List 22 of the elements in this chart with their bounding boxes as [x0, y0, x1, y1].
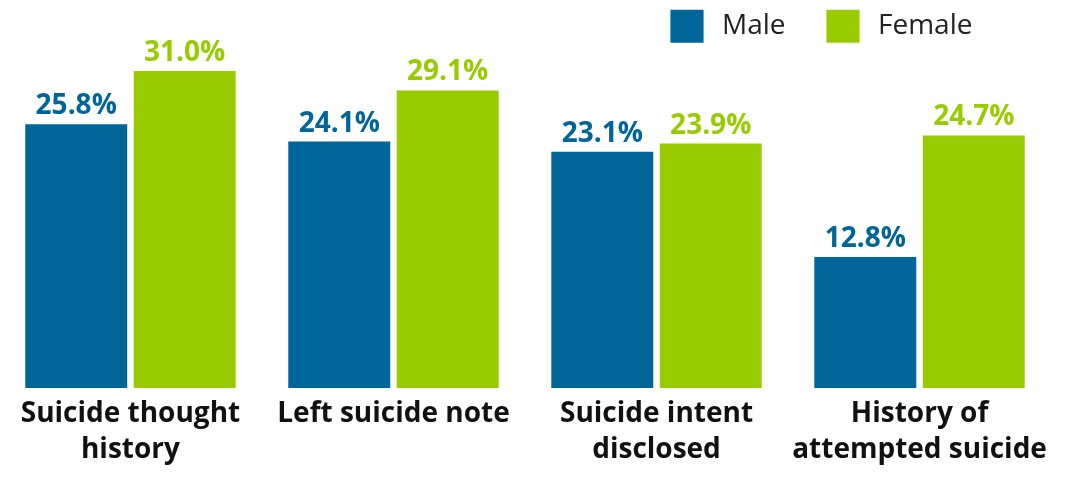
data-label: 24.7% — [933, 95, 1015, 134]
data-label: 23.9% — [670, 103, 752, 142]
data-label: 31.0% — [144, 31, 226, 69]
bar — [288, 141, 391, 388]
data-label: 29.1% — [407, 50, 489, 89]
bar — [396, 90, 499, 388]
bar — [133, 71, 236, 388]
bar — [922, 135, 1025, 388]
data-label: 25.8% — [35, 84, 117, 123]
bar — [25, 124, 128, 388]
data-label: 23.1% — [561, 111, 643, 150]
x-tick-label: Suicide thought history — [20, 392, 241, 466]
x-tick-label: Suicide intent disclosed — [559, 392, 754, 466]
legend-label: Male — [722, 4, 786, 43]
bar — [659, 143, 762, 388]
bar — [551, 151, 654, 388]
bar — [814, 257, 917, 388]
data-label: 12.8% — [824, 217, 906, 256]
x-tick-label: History of attempted suicide — [792, 392, 1047, 466]
x-tick-label: Left suicide note — [277, 392, 510, 430]
legend-label: Female — [878, 4, 973, 43]
data-label: 24.1% — [298, 101, 380, 140]
